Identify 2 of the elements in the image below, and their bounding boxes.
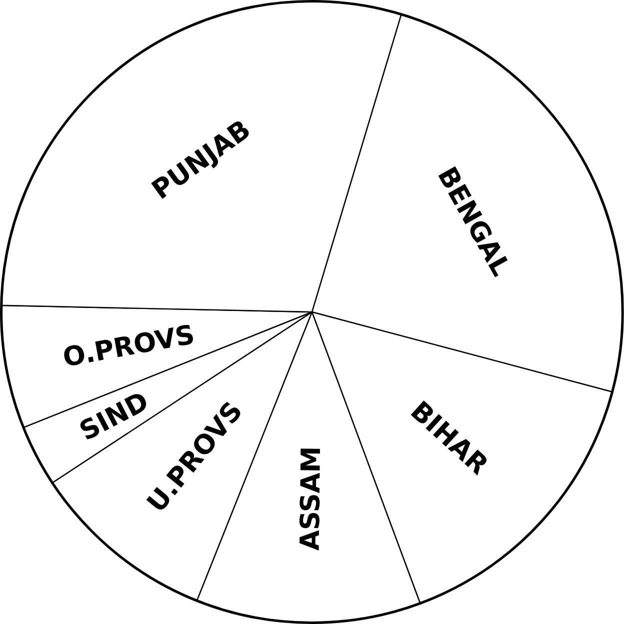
slice-label: O.PROVS xyxy=(64,324,194,366)
slice-label: ASSAM xyxy=(299,448,320,551)
